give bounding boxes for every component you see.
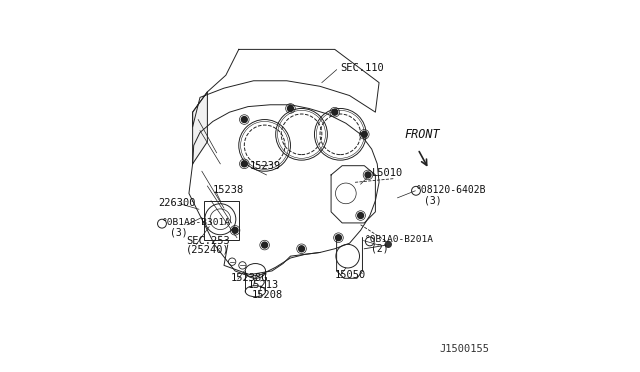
Text: SEC.253: SEC.253 [186,236,230,246]
Circle shape [385,241,391,247]
Text: SEC.110: SEC.110 [340,63,384,73]
Circle shape [335,235,341,241]
Circle shape [332,109,338,115]
Text: (25240): (25240) [186,244,230,254]
Circle shape [299,246,305,252]
Text: FRONT: FRONT [405,128,440,141]
Text: 15238G: 15238G [230,273,268,283]
Text: °0B1A0-B201A: °0B1A0-B201A [364,235,433,244]
Text: 15239: 15239 [250,161,281,171]
Circle shape [358,212,364,218]
Text: (2): (2) [371,244,388,254]
Text: 15213: 15213 [248,280,279,290]
Circle shape [241,161,247,167]
Circle shape [232,227,238,233]
Circle shape [365,172,371,178]
Circle shape [241,116,247,122]
Circle shape [262,242,268,248]
Circle shape [287,106,293,112]
Text: L5010: L5010 [372,168,403,178]
Text: 15050: 15050 [335,270,366,280]
Text: (3): (3) [424,196,442,206]
Polygon shape [193,92,207,164]
Text: (3): (3) [170,227,188,237]
Text: 15208: 15208 [252,290,283,300]
Text: 226300: 226300 [158,198,196,208]
Text: °08120-6402B: °08120-6402B [416,185,486,195]
Circle shape [362,131,367,137]
Text: 15238: 15238 [213,185,244,195]
Text: °0B1A8-B301A: °0B1A8-B301A [162,218,231,227]
Text: J1500155: J1500155 [439,344,489,354]
